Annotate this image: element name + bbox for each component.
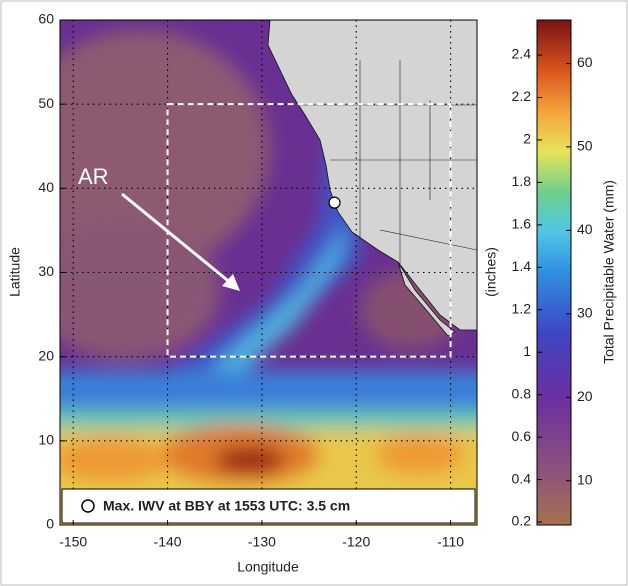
colorbar-left-tick-label: 1.4	[512, 258, 532, 274]
legend-box	[61, 488, 476, 524]
colorbar-right-tick-label: 20	[577, 388, 593, 404]
water-vapor-field	[60, 20, 477, 525]
colorbar-left-tick-label: 0.4	[512, 470, 532, 486]
colorbar-left-tick-label: 1.6	[512, 216, 532, 232]
y-tick-label: 50	[38, 95, 54, 111]
colorbar-left-tick-label: 1.2	[512, 300, 532, 316]
colorbar-right-tick-label: 40	[577, 221, 593, 237]
colorbar-right-tick-label: 60	[577, 54, 593, 70]
x-tick-label: -120	[342, 534, 370, 550]
arrow-head	[222, 274, 240, 291]
arrow	[121, 192, 233, 286]
y-tick-label: 0	[46, 516, 54, 532]
legend-text: Max. IWV at BBY at 1553 UTC: 3.5 cm	[103, 498, 350, 514]
y-tick-label: 60	[38, 11, 54, 27]
annotation: AR	[78, 164, 109, 189]
x-tick-label: -110	[437, 534, 464, 550]
colorbar-left-tick-label: 0.6	[512, 428, 532, 444]
y-tick-label: 10	[38, 432, 54, 448]
y-axis-label: Latitude	[7, 247, 23, 297]
colorbar-left-tick-label: 0.2	[512, 513, 532, 529]
legend-marker	[81, 499, 95, 513]
y-tick-label: 30	[38, 263, 54, 279]
colorbar-left-tick-label: 1	[523, 343, 531, 359]
bby-point	[328, 196, 341, 209]
colorbar-left-tick-label: 2.2	[512, 88, 532, 104]
colorbar-right-tick-label: 50	[577, 138, 593, 154]
colorbar-left-tick-label: 1.8	[512, 173, 532, 189]
region-box	[166, 103, 452, 358]
x-axis-label: Longitude	[237, 559, 299, 575]
colorbar-right-tick-label: 30	[577, 305, 593, 321]
x-tick-label: -130	[248, 534, 276, 550]
colorbar-right-label: Total Precipitable Water (mm)	[601, 180, 617, 364]
colorbar-right-tick-label: 10	[577, 471, 593, 487]
colorbar-left-tick-label: 0.8	[512, 385, 532, 401]
y-tick-label: 20	[38, 347, 54, 363]
x-tick-label: -140	[154, 534, 182, 550]
colorbar-left-label: (inches)	[483, 247, 499, 297]
colorbar-left-tick-label: 2	[523, 131, 531, 147]
colorbar-left-tick-label: 2.4	[512, 46, 532, 62]
y-tick-label: 40	[38, 179, 54, 195]
x-tick-label: -150	[59, 534, 87, 550]
colorbar	[536, 19, 572, 526]
